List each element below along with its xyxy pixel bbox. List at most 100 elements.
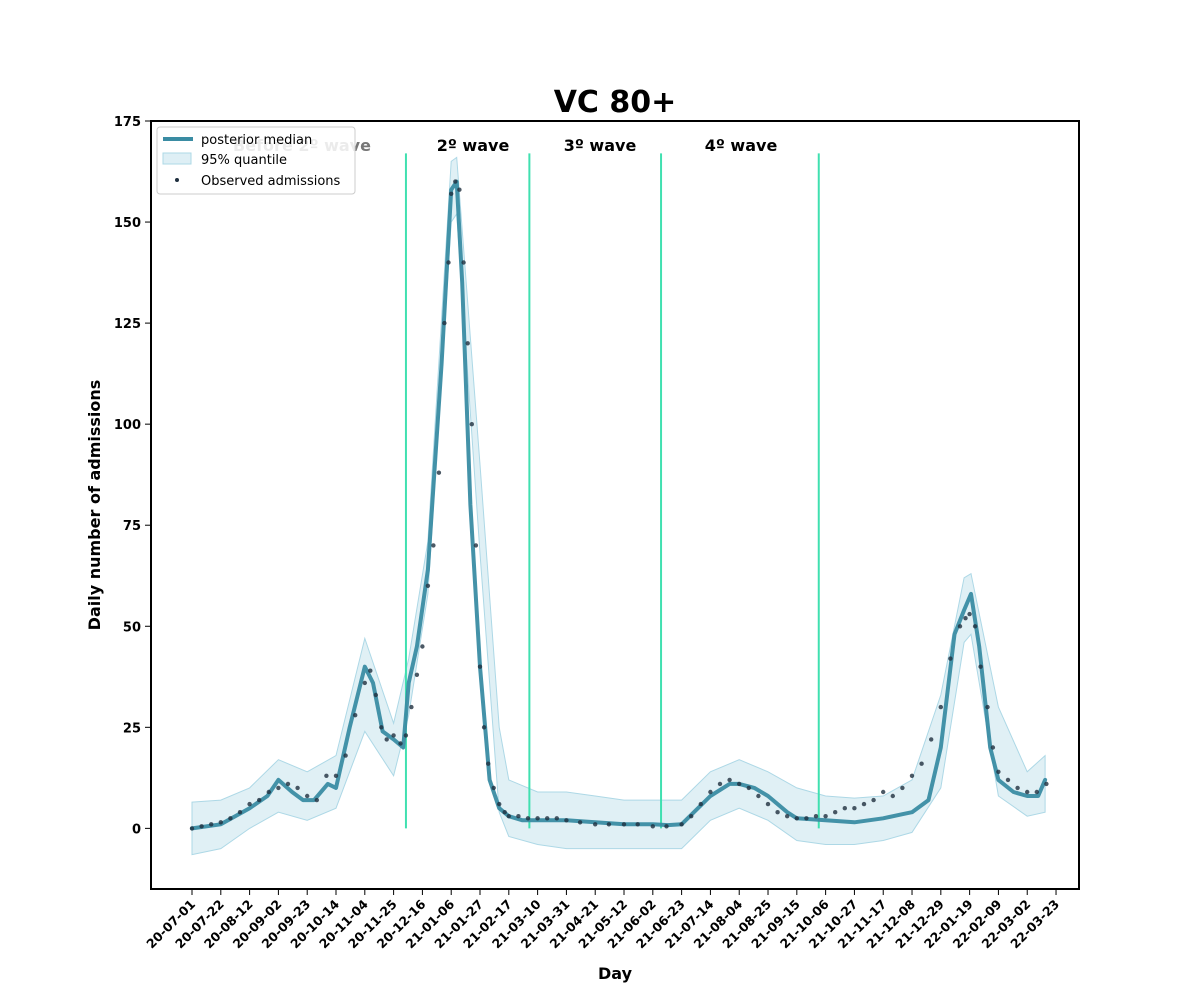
observed-point bbox=[554, 816, 559, 821]
observed-point bbox=[384, 737, 389, 742]
y-tick-label: 125 bbox=[114, 317, 141, 332]
observed-point bbox=[486, 761, 491, 766]
observed-point bbox=[890, 793, 895, 799]
observed-point bbox=[295, 785, 300, 791]
y-tick-label: 75 bbox=[123, 519, 141, 534]
observed-point bbox=[621, 822, 627, 827]
legend-observed-label: Observed admissions bbox=[201, 174, 341, 189]
observed-point bbox=[996, 769, 1001, 774]
observed-point bbox=[446, 260, 451, 265]
observed-point bbox=[1015, 785, 1020, 791]
observed-point bbox=[425, 583, 431, 588]
y-tick-label: 150 bbox=[114, 216, 141, 231]
observed-point bbox=[1034, 789, 1040, 795]
observed-point bbox=[379, 725, 384, 730]
observed-point bbox=[756, 793, 761, 799]
plot-frame bbox=[150, 120, 1080, 890]
observed-point bbox=[664, 824, 669, 829]
observed-point bbox=[900, 785, 905, 791]
observed-point bbox=[746, 785, 751, 791]
observed-point bbox=[929, 737, 934, 742]
observed-point bbox=[449, 191, 454, 196]
observed-point bbox=[833, 810, 838, 815]
observed-point bbox=[650, 824, 655, 829]
y-axis-label: Daily number of admissions bbox=[85, 380, 104, 631]
legend-band-label: 95% quantile bbox=[201, 153, 287, 168]
observed-point bbox=[871, 797, 876, 803]
observed-point bbox=[516, 814, 521, 819]
observed-point bbox=[978, 664, 983, 669]
observed-point bbox=[497, 801, 502, 807]
observed-point bbox=[775, 810, 780, 815]
observed-point bbox=[1025, 789, 1030, 795]
observed-point bbox=[957, 624, 963, 629]
legend: posterior median 95% quantile Observed a… bbox=[156, 126, 356, 195]
observed-point bbox=[564, 818, 569, 823]
observed-point bbox=[535, 816, 540, 821]
observed-point bbox=[909, 773, 915, 778]
observed-point bbox=[481, 725, 487, 730]
observed-point bbox=[717, 781, 723, 787]
observed-point bbox=[247, 801, 252, 807]
observed-point bbox=[491, 785, 496, 791]
observed-point bbox=[218, 820, 223, 825]
observed-point bbox=[465, 341, 470, 346]
observed-point bbox=[324, 773, 329, 778]
observed-point bbox=[420, 644, 425, 649]
observed-point bbox=[391, 733, 396, 738]
legend-box bbox=[156, 126, 356, 195]
observed-point bbox=[368, 668, 373, 673]
legend-median-label: posterior median bbox=[201, 133, 312, 148]
observed-point bbox=[477, 664, 483, 669]
observed-point bbox=[823, 814, 828, 819]
observed-point bbox=[353, 713, 358, 718]
wave-label-4: 4º wave bbox=[705, 136, 778, 155]
observed-point bbox=[985, 704, 990, 710]
observed-point bbox=[919, 761, 924, 766]
observed-point bbox=[881, 789, 886, 795]
observed-point bbox=[436, 470, 442, 475]
observed-point bbox=[314, 797, 319, 803]
observed-point bbox=[948, 656, 953, 661]
observed-point bbox=[842, 806, 847, 811]
observed-point bbox=[737, 781, 742, 787]
observed-point bbox=[362, 680, 367, 686]
observed-point bbox=[343, 753, 348, 758]
observed-point bbox=[794, 816, 799, 821]
observed-point bbox=[431, 543, 436, 548]
observed-point bbox=[689, 814, 694, 819]
observed-point bbox=[398, 741, 403, 746]
observed-point bbox=[461, 260, 466, 265]
y-tick-label: 0 bbox=[132, 822, 141, 837]
posterior-median-line bbox=[190, 179, 1048, 831]
observed-point bbox=[785, 814, 790, 819]
y-tick-label: 175 bbox=[114, 115, 141, 130]
observed-point bbox=[967, 611, 972, 617]
y-tick-label: 25 bbox=[123, 721, 141, 736]
observed-point bbox=[698, 801, 703, 807]
observed-point bbox=[473, 543, 479, 548]
observed-point bbox=[545, 816, 550, 821]
y-tick-label: 100 bbox=[114, 418, 141, 433]
observed-point bbox=[852, 806, 857, 811]
observed-point bbox=[861, 801, 867, 807]
observed-point bbox=[305, 793, 310, 799]
observed-point bbox=[1005, 777, 1011, 783]
observed-point bbox=[209, 822, 214, 827]
observed-point bbox=[414, 672, 420, 677]
observed-point bbox=[469, 422, 474, 427]
observed-point bbox=[765, 801, 771, 807]
observed-point bbox=[577, 820, 583, 825]
observed-point bbox=[403, 733, 409, 738]
observed-point bbox=[373, 692, 378, 698]
wave-label-3: 3º wave bbox=[564, 136, 637, 155]
legend-band-swatch bbox=[162, 152, 192, 165]
observed-point bbox=[972, 624, 978, 629]
chart-title: VC 80+ bbox=[554, 85, 677, 120]
observed-point bbox=[635, 822, 640, 827]
observed-point bbox=[502, 810, 507, 815]
observed-point bbox=[442, 320, 447, 326]
observed-point bbox=[199, 824, 204, 829]
observed-point bbox=[606, 822, 612, 827]
